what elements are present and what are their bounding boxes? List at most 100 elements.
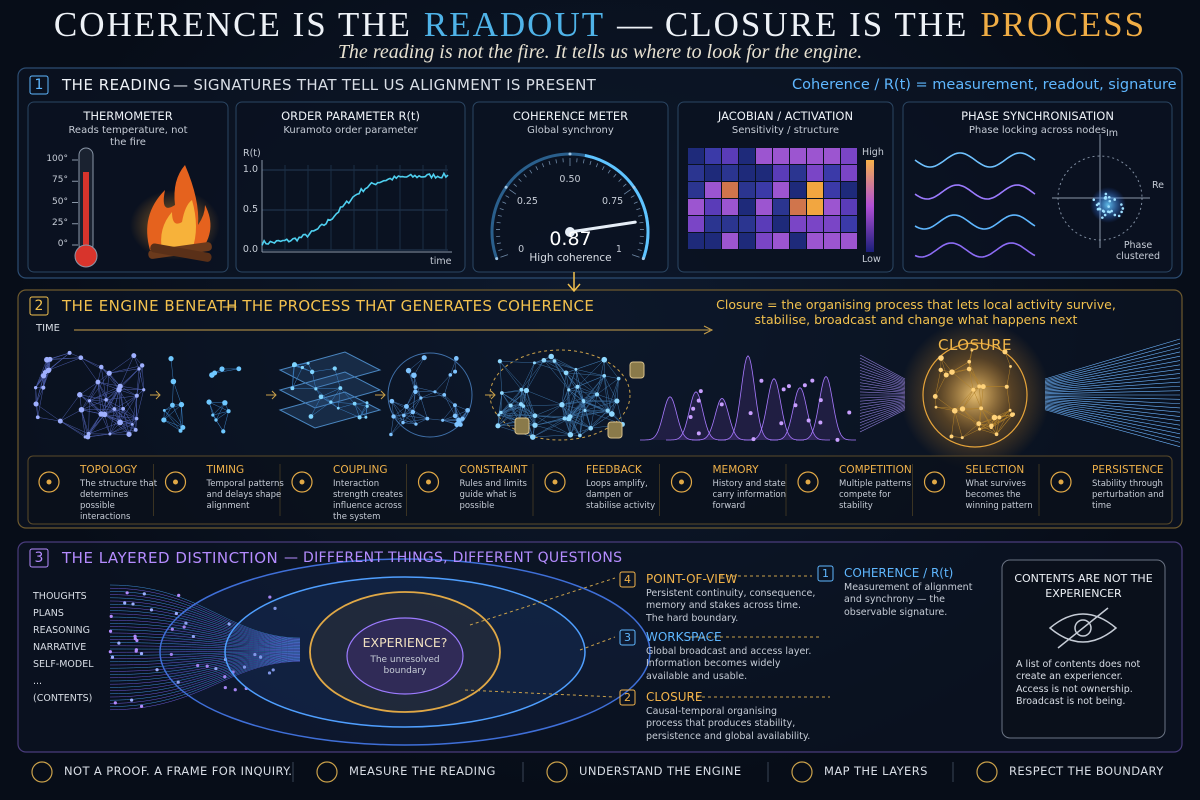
net-node	[934, 405, 938, 409]
fan-line	[109, 657, 301, 691]
net-link	[330, 401, 355, 404]
net-node	[44, 356, 50, 363]
net-link	[413, 375, 422, 399]
peak	[640, 396, 700, 441]
net-link	[561, 404, 571, 435]
net-link	[391, 401, 405, 416]
net-link	[551, 356, 567, 374]
net-link	[510, 405, 536, 416]
item-title: FEEDBACK	[586, 464, 642, 476]
gauge-label: 0.50	[559, 174, 581, 185]
net-link	[208, 401, 217, 421]
tick-label: 25°	[52, 217, 68, 228]
net-node	[116, 386, 122, 393]
net-link	[551, 356, 577, 370]
net-node	[465, 407, 470, 413]
fan-dot	[214, 667, 218, 671]
net-node	[222, 400, 228, 406]
ray	[859, 367, 906, 385]
gauge-minor	[607, 169, 611, 174]
peak-dot	[691, 406, 696, 411]
panel-text: Phase locking across nodes	[968, 125, 1107, 136]
axis-label: R(t)	[243, 148, 261, 159]
net-link	[214, 368, 239, 374]
net-link	[89, 373, 110, 401]
fan-line	[109, 648, 301, 651]
level-title: WORKSPACE	[646, 630, 722, 644]
net-link	[118, 389, 137, 396]
net-link	[80, 357, 102, 368]
ray	[1044, 390, 1181, 395]
colorbar	[866, 160, 874, 252]
heat-cell	[841, 182, 857, 198]
phase-dot	[1092, 198, 1096, 202]
net-node	[300, 365, 305, 370]
fan-dot	[233, 688, 237, 692]
heat-cell	[739, 216, 755, 232]
net-link	[936, 406, 963, 410]
heat-cell	[773, 182, 789, 198]
net-link	[35, 387, 44, 405]
ray	[1044, 397, 1181, 404]
fan-dot	[258, 655, 263, 659]
fan-line	[109, 658, 301, 698]
ray	[1044, 338, 1181, 380]
fan-line	[109, 603, 301, 642]
net-link	[534, 404, 563, 426]
fan-dot	[223, 685, 227, 690]
net-link	[968, 368, 984, 387]
panel-title: ORDER PARAMETER R(t)	[281, 109, 420, 123]
heat-cell	[790, 199, 806, 215]
footer-icon	[546, 761, 568, 783]
stage-arrow	[150, 390, 161, 400]
panel-title: PHASE SYNCHRONISATION	[961, 109, 1114, 123]
net-link	[951, 371, 974, 390]
layer-plane	[278, 371, 382, 409]
peak-dot	[698, 389, 703, 394]
fan-line	[109, 613, 301, 644]
net-node	[541, 357, 547, 363]
net-node	[364, 415, 368, 419]
net-link	[104, 414, 137, 419]
heat-cell	[807, 148, 823, 164]
heat-cell	[688, 148, 704, 164]
heat-cell	[807, 233, 823, 249]
tick-label: 75°	[52, 175, 68, 186]
closure-glow	[900, 320, 1050, 470]
gauge-minor	[637, 249, 642, 251]
net-link	[590, 400, 618, 429]
net-node	[209, 372, 215, 378]
content-item: SELF-MODEL	[33, 659, 94, 670]
net-link	[80, 357, 99, 383]
net-link	[565, 372, 598, 395]
eye-pupil	[1074, 619, 1092, 637]
thermo-bulb	[74, 244, 98, 268]
net-node	[967, 359, 972, 364]
fan-dot	[253, 652, 257, 657]
panel	[235, 101, 466, 273]
net-node	[966, 366, 972, 372]
peak-dot	[696, 398, 701, 403]
ray	[1044, 407, 1181, 439]
fan-dot	[267, 671, 272, 675]
net-node	[602, 373, 607, 378]
gauge-minor	[631, 254, 640, 258]
panel-title: THERMOMETER	[83, 109, 173, 123]
item-text: Interaction strength creates influence a…	[333, 479, 403, 523]
ray	[1044, 402, 1181, 422]
fan-dot	[155, 668, 159, 672]
net-link	[498, 414, 536, 417]
net-link	[434, 391, 456, 406]
net-link	[497, 405, 511, 426]
net-link	[118, 389, 124, 409]
gauge-minor	[636, 208, 641, 211]
title: COHERENCE IS THE READOUT — CLOSURE IS THE P…	[0, 4, 1200, 46]
net-link	[604, 359, 619, 379]
net-node	[495, 423, 501, 429]
heat-cell	[807, 165, 823, 181]
net-link	[564, 418, 581, 436]
net-link	[499, 361, 527, 391]
peak-dot	[818, 420, 823, 425]
heat-cell	[773, 165, 789, 181]
net-link	[940, 357, 953, 373]
